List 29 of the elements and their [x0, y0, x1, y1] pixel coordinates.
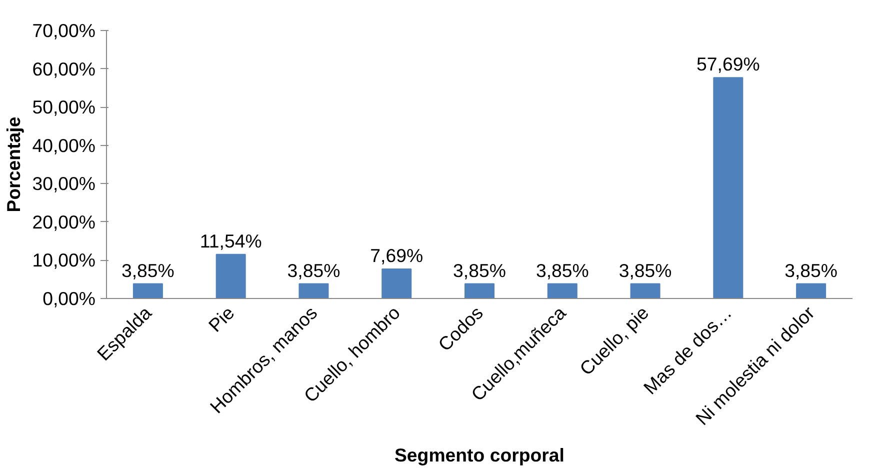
data-label: 3,85% — [618, 260, 672, 281]
data-label: 3,85% — [453, 260, 506, 281]
data-label: 57,69% — [696, 54, 760, 75]
bar — [216, 254, 246, 298]
data-label: 11,54% — [200, 230, 262, 252]
y-tick-label: 60,00% — [32, 58, 96, 80]
data-label: 3,85% — [121, 260, 174, 281]
y-tick-label: 70,00% — [32, 20, 96, 41]
bar — [298, 283, 329, 298]
x-tick-label: Pie — [204, 302, 238, 336]
data-label: 7,69% — [370, 245, 424, 266]
y-tick-label: 20,00% — [32, 211, 96, 232]
y-tick-label: 40,00% — [32, 134, 96, 156]
y-axis-title: Porcentaje — [3, 116, 24, 212]
bar — [382, 268, 412, 298]
y-tick-label: 30,00% — [32, 173, 96, 194]
bar — [713, 77, 744, 298]
bar — [796, 283, 826, 298]
bar — [630, 283, 660, 298]
data-label: 3,85% — [287, 260, 340, 281]
y-tick-label: 0,00% — [42, 288, 96, 309]
bar — [132, 283, 163, 298]
data-label: 3,85% — [784, 260, 838, 281]
y-tick-label: 50,00% — [32, 96, 96, 118]
data-label: 3,85% — [536, 260, 589, 281]
bar — [547, 283, 578, 298]
x-axis-title: Segmento corporal — [394, 444, 565, 466]
bar — [464, 283, 495, 298]
y-tick-label: 10,00% — [32, 250, 96, 271]
